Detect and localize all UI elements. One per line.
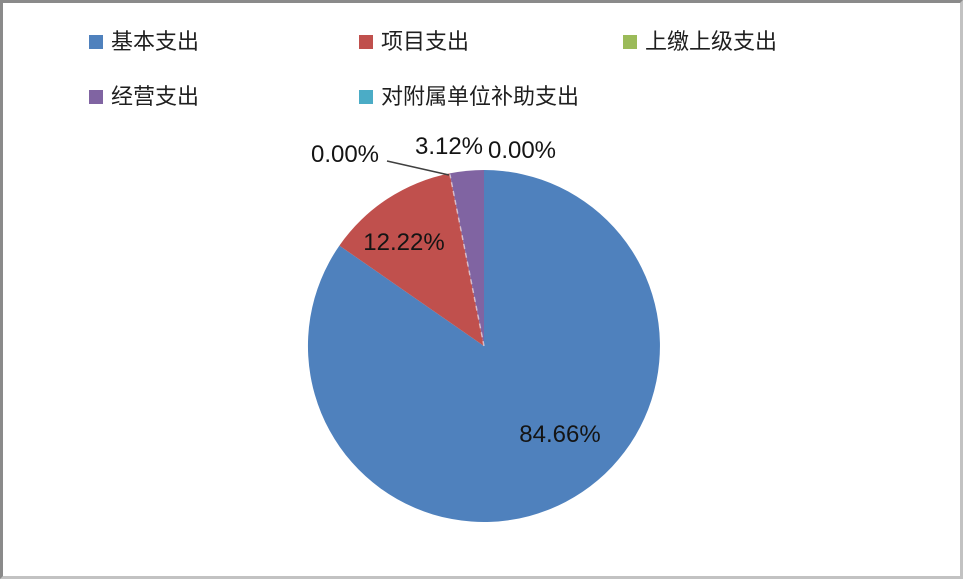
data-label-shangjiao-shangji-zhichu: 0.00% xyxy=(310,141,380,168)
data-label-fushu-danwei-buzhu-zhichu: 0.00% xyxy=(487,137,557,164)
legend-swatch-icon xyxy=(89,90,103,104)
legend-swatch-icon xyxy=(89,35,103,49)
legend-label: 项目支出 xyxy=(381,29,470,54)
legend-item-fushu-danwei-buzhu-zhichu[interactable]: 对附属单位补助支出 xyxy=(359,82,579,112)
legend-swatch-icon xyxy=(623,35,637,49)
data-label-xiangmu-zhichu: 12.22% xyxy=(363,229,445,256)
legend-label: 基本支出 xyxy=(111,29,200,54)
legend-item-shangjiao-shangji-zhichu[interactable]: 上缴上级支出 xyxy=(623,27,777,57)
pie-plot-area: 84.66% 12.22% 0.00% 3.12% 0.00% xyxy=(3,3,960,576)
data-label-jingying-zhichu: 3.12% xyxy=(414,133,484,160)
pie-chart xyxy=(307,160,660,523)
legend-swatch-icon xyxy=(359,90,373,104)
zero-slice-boundary-line xyxy=(449,174,485,347)
label-leader-line xyxy=(386,160,450,176)
legend-item-jingying-zhichu[interactable]: 经营支出 xyxy=(89,82,199,112)
legend-item-xiangmu-zhichu[interactable]: 项目支出 xyxy=(359,27,469,57)
legend-label: 上缴上级支出 xyxy=(645,29,778,54)
pie-slice-项目支出[interactable] xyxy=(339,173,484,346)
legend-label: 经营支出 xyxy=(111,84,200,109)
legend-swatch-icon xyxy=(359,35,373,49)
pie-slice-经营支出[interactable] xyxy=(449,170,484,346)
data-label-jiben-zhichu: 84.66% xyxy=(519,421,601,448)
legend-label: 对附属单位补助支出 xyxy=(381,84,580,109)
legend-item-jiben-zhichu[interactable]: 基本支出 xyxy=(89,27,199,57)
